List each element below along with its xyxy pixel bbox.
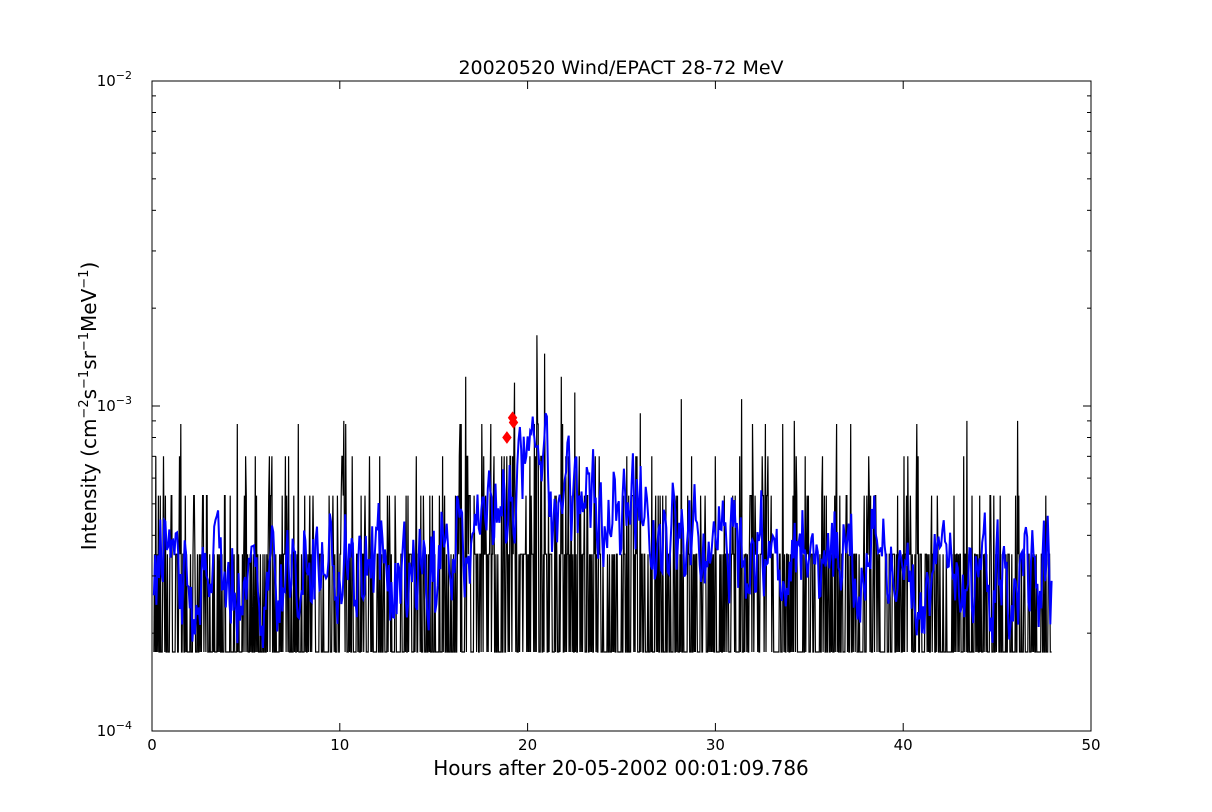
series-smoothed-line [152,412,1053,649]
y-axis-ticks: 10−4 10−3 10−2 [97,69,1091,740]
y-axis-label: Intensity (cm−2s−1sr−1MeV−1) [77,262,101,551]
x-axis-label: Hours after 20-05-2002 00:01:09.786 [433,756,809,780]
y-label-mid3: MeV [77,288,101,332]
x-axis-ticks: 0 10 20 30 40 50 [147,81,1101,754]
x-tick-label: 50 [1081,736,1100,754]
y-label-sup4: −1 [77,270,92,289]
onset-marker [502,431,512,444]
x-tick-label: 20 [518,736,537,754]
y-tick-label: 10−4 [97,719,132,740]
event-markers [502,411,519,444]
x-tick-label: 10 [330,736,349,754]
series-raw-line [153,335,1052,653]
plot-clip-group [152,335,1053,653]
y-label-mid2: sr [77,350,101,369]
y-label-mid1: s [77,389,101,399]
y-tick-label: 10−2 [97,69,132,90]
y-label-lead: Intensity (cm [77,419,101,551]
x-tick-label: 30 [706,736,725,754]
y-tick-label: 10−3 [97,394,132,415]
y-label-sup1: −2 [77,399,92,418]
y-label-sup2: −1 [77,370,92,389]
smoothed-intensity-line [152,412,1053,649]
raw-intensity-line [153,335,1052,653]
chart-title: 20020520 Wind/EPACT 28-72 MeV [458,57,783,79]
onset-marker [508,416,519,429]
y-label-tail: ) [77,262,101,270]
x-tick-label: 40 [894,736,913,754]
y-label-sup3: −1 [77,332,92,351]
x-tick-label: 0 [147,736,157,754]
